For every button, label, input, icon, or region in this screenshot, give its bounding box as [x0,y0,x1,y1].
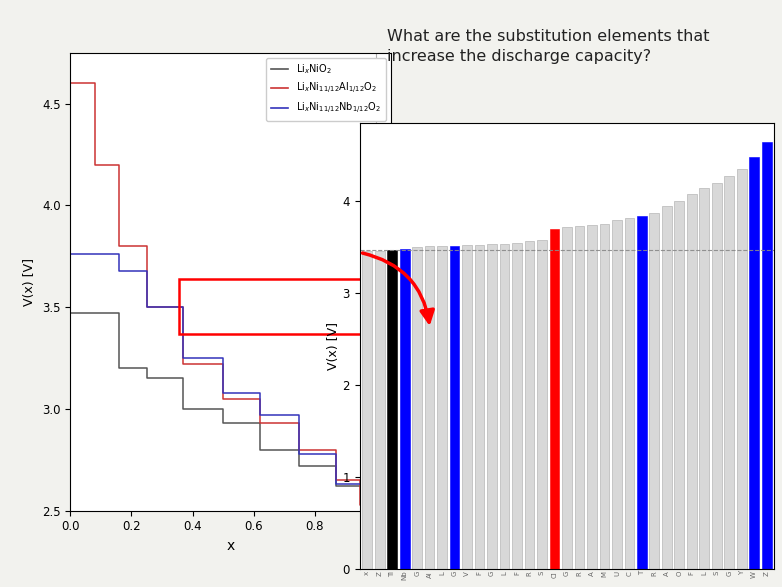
Bar [525,241,534,569]
Bar [575,227,584,569]
Bar [737,169,747,569]
Bar [487,244,497,569]
Bar [362,251,372,569]
Bar [674,201,684,569]
Bar [425,245,435,569]
Bar [637,216,647,569]
Bar [650,214,659,569]
Bar [475,245,484,569]
Bar [450,245,460,569]
Bar [437,245,447,569]
X-axis label: x: x [227,539,235,553]
Y-axis label: V(x) [V]: V(x) [V] [23,258,37,306]
Bar [600,224,609,569]
Bar [587,225,597,569]
Bar [612,220,622,569]
Bar [562,227,572,569]
Bar [387,250,397,569]
Bar [550,229,559,569]
Bar [537,240,547,569]
Bar [179,279,391,333]
Bar [687,194,697,569]
Bar [500,244,509,569]
Legend: Li$_x$NiO$_2$, Li$_x$Ni$_{11/12}$Al$_{1/12}$O$_2$, Li$_x$Ni$_{11/12}$Nb$_{1/12}$: Li$_x$NiO$_2$, Li$_x$Ni$_{11/12}$Al$_{1/… [266,58,386,121]
Y-axis label: V(x) [V]: V(x) [V] [327,322,339,370]
Bar [375,251,385,569]
Bar [762,141,772,569]
Bar [699,188,709,569]
Bar [462,245,472,569]
Bar [625,218,634,569]
Bar [724,176,734,569]
Bar [712,183,722,569]
Text: What are the substitution elements that
increase the discharge capacity?: What are the substitution elements that … [387,29,709,64]
Bar [512,243,522,569]
Bar [662,206,672,569]
Bar [412,248,422,569]
Bar [400,249,410,569]
Bar [749,157,759,569]
